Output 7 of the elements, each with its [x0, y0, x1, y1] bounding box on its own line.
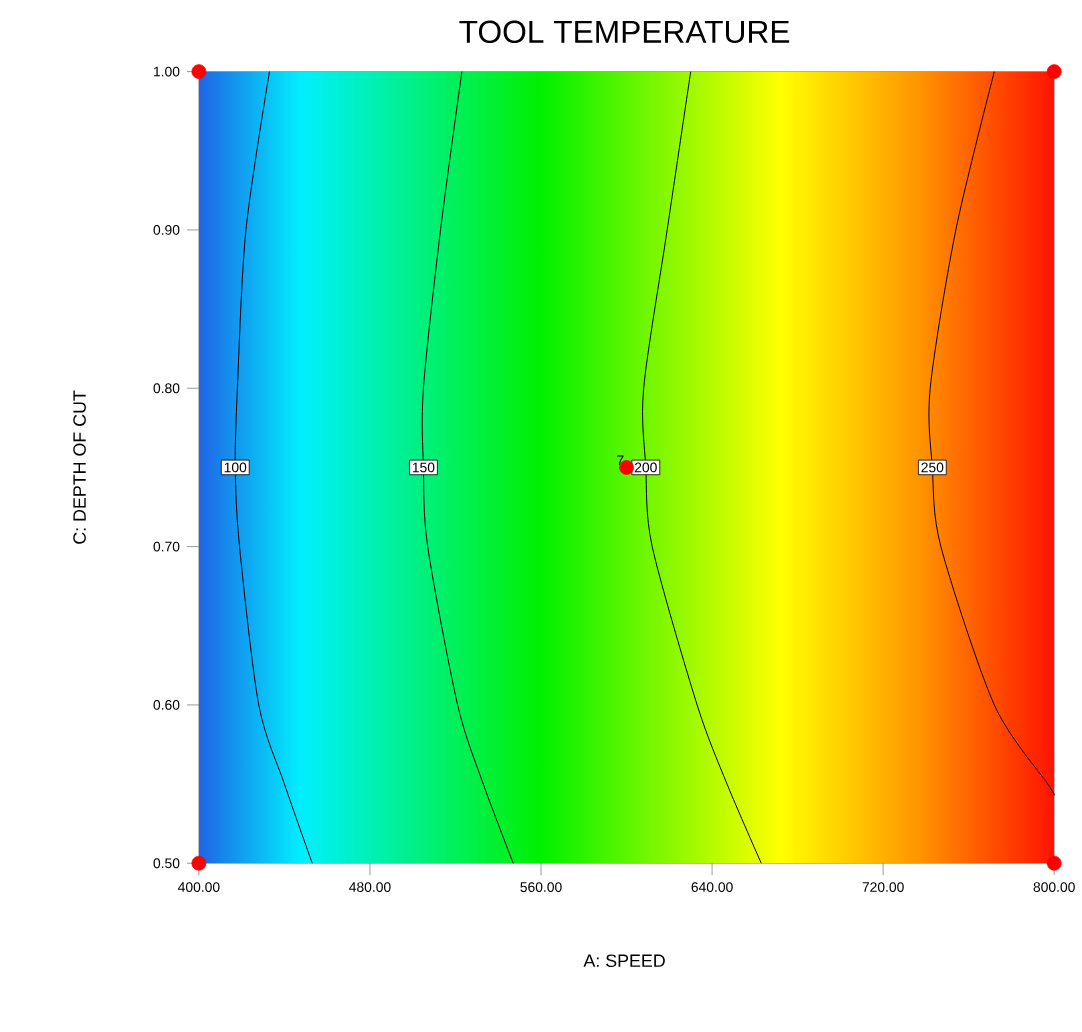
chart-title: TOOL TEMPERATURE [459, 20, 790, 43]
x-axis-title: A: SPEED [583, 954, 665, 967]
point [191, 64, 207, 79]
point [1046, 855, 1062, 871]
y-axis-title: C: DEPTH OF CUT [73, 390, 86, 544]
point [191, 855, 207, 871]
point [1046, 64, 1062, 79]
